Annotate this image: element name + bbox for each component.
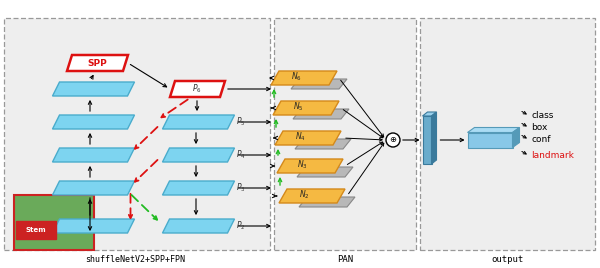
Polygon shape: [467, 132, 512, 147]
Polygon shape: [163, 115, 235, 129]
Polygon shape: [422, 116, 431, 164]
Text: $N_3$: $N_3$: [296, 159, 307, 171]
Text: PAN: PAN: [337, 255, 353, 263]
Polygon shape: [277, 159, 343, 173]
Text: output: output: [491, 255, 523, 263]
Polygon shape: [291, 79, 347, 89]
Text: SPP: SPP: [87, 58, 107, 68]
Text: $N_2$: $N_2$: [299, 189, 309, 201]
Polygon shape: [467, 128, 520, 132]
Polygon shape: [163, 181, 235, 195]
Text: shuffleNetV2+SPP+FPN: shuffleNetV2+SPP+FPN: [85, 255, 185, 263]
Text: landmark: landmark: [532, 151, 574, 161]
FancyBboxPatch shape: [4, 18, 270, 250]
Polygon shape: [279, 189, 345, 203]
Text: $P_4$: $P_4$: [236, 149, 246, 161]
Polygon shape: [53, 148, 134, 162]
Polygon shape: [53, 181, 134, 195]
Polygon shape: [53, 82, 134, 96]
Text: box: box: [532, 124, 548, 132]
Text: $N_5$: $N_5$: [293, 101, 303, 113]
Polygon shape: [512, 128, 520, 147]
Text: $N_6$: $N_6$: [290, 71, 301, 83]
Text: $P_2$: $P_2$: [236, 220, 246, 232]
Polygon shape: [53, 115, 134, 129]
FancyBboxPatch shape: [274, 18, 416, 250]
Polygon shape: [297, 167, 353, 177]
Polygon shape: [67, 55, 128, 71]
Polygon shape: [163, 219, 235, 233]
Text: $P_5$: $P_5$: [236, 116, 246, 128]
Text: ⊕: ⊕: [389, 136, 397, 144]
Polygon shape: [163, 148, 235, 162]
Text: $P_3$: $P_3$: [236, 182, 246, 194]
Polygon shape: [170, 81, 225, 97]
Polygon shape: [53, 219, 134, 233]
Text: conf: conf: [532, 136, 551, 144]
FancyBboxPatch shape: [420, 18, 595, 250]
FancyBboxPatch shape: [16, 221, 56, 239]
Circle shape: [386, 133, 400, 147]
Polygon shape: [275, 131, 341, 145]
Text: class: class: [532, 111, 554, 121]
Polygon shape: [299, 197, 355, 207]
Polygon shape: [293, 109, 349, 119]
FancyBboxPatch shape: [14, 195, 94, 250]
Polygon shape: [273, 101, 339, 115]
Text: $P_6$: $P_6$: [192, 83, 202, 95]
Polygon shape: [422, 112, 437, 116]
Polygon shape: [295, 139, 351, 149]
Polygon shape: [431, 112, 437, 164]
Polygon shape: [271, 71, 337, 85]
Text: $N_4$: $N_4$: [295, 131, 305, 143]
Text: Stem: Stem: [26, 227, 46, 233]
